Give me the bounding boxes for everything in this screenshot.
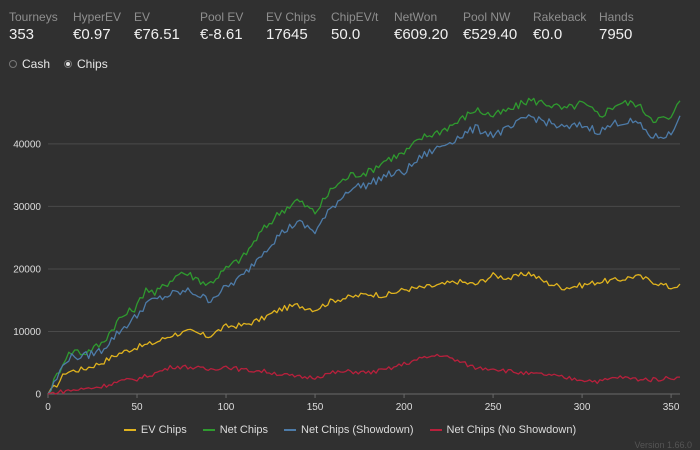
stat-value: €529.40 [463,26,518,43]
stat-label: EV [134,10,151,24]
x-tick-label: 0 [45,402,51,413]
stat-pool-ev: Pool EV €-8.61 [200,10,266,45]
y-tick-label: 30000 [13,202,41,213]
x-tick-label: 100 [218,402,235,413]
stat-rakeback: Rakeback €0.0 [533,10,599,45]
chart-mode-toggle: Cash Chips [9,57,122,71]
legend-swatch-icon [284,429,297,431]
x-tick-label: 250 [485,402,502,413]
stat-value: 17645 [266,26,308,43]
stat-value: 50.0 [331,26,361,43]
stat-label: Pool NW [463,10,511,24]
stat-hands: Hands 7950 [599,10,659,45]
stat-value: €0.97 [73,26,111,43]
y-tick-label: 20000 [13,264,41,275]
stat-value: €609.20 [394,26,449,43]
x-tick-label: 200 [396,402,413,413]
y-tick-label: 10000 [13,327,41,338]
legend-item[interactable]: Net Chips (Showdown) [284,424,414,436]
legend-swatch-icon [202,429,215,431]
stat-value: €0.0 [533,26,563,43]
x-tick-label: 150 [307,402,324,413]
stat-label: NetWon [394,10,438,24]
legend-swatch-icon [123,429,136,431]
stat-value: 7950 [599,26,633,43]
radio-unchecked-icon [9,60,17,68]
stat-ev: EV €76.51 [134,10,200,45]
stat-label: EV Chips [266,10,317,24]
stat-label: Hands [599,10,634,24]
series-line [47,271,681,395]
legend-label: Net Chips (No Showdown) [446,424,577,436]
stat-label: HyperEV [73,10,122,24]
stat-netwon: NetWon €609.20 [394,10,463,45]
series-line [47,114,681,395]
version-label: Version 1.66.0 [634,440,692,450]
x-tick-label: 350 [663,402,680,413]
mode-option-cash[interactable]: Cash [9,57,50,71]
stat-label: Rakeback [533,10,587,24]
legend-label: Net Chips [219,424,269,436]
stat-value: €-8.61 [200,26,243,43]
legend-item[interactable]: Net Chips [202,424,269,436]
radio-checked-icon [64,60,73,68]
chart-legend: EV Chips Net Chips Net Chips (Showdown) Net… [0,424,700,436]
stat-ev-chips: EV Chips 17645 [266,10,331,45]
mode-option-label: Cash [22,57,51,71]
y-tick-label: 40000 [13,139,41,150]
stat-value: 353 [9,26,35,43]
series-line [47,97,681,395]
stat-pool-nw: Pool NW €529.40 [463,10,533,45]
series-line [47,353,680,395]
legend-label: EV Chips [140,424,187,436]
mode-option-label: Chips [77,57,108,71]
legend-item[interactable]: Net Chips (No Showdown) [429,424,577,436]
stat-chipev-t: ChipEV/t 50.0 [331,10,394,45]
stat-label: ChipEV/t [331,10,379,24]
stat-value: €76.51 [134,26,180,43]
stats-bar: Tourneys 353 HyperEV €0.97 EV €76.51 Pool EV €-… [9,10,659,45]
stat-label: Tourneys [9,10,58,24]
mode-option-chips[interactable]: Chips [64,57,108,71]
legend-item[interactable]: EV Chips [123,424,187,436]
x-tick-label: 50 [131,402,143,413]
legend-label: Net Chips (Showdown) [301,424,414,436]
stat-tourneys: Tourneys 353 [9,10,73,45]
y-tick-label: 0 [35,390,41,401]
x-tick-label: 300 [574,402,591,413]
stat-label: Pool EV [200,10,244,24]
stat-hyperev: HyperEV €0.97 [73,10,134,45]
legend-swatch-icon [429,429,442,431]
